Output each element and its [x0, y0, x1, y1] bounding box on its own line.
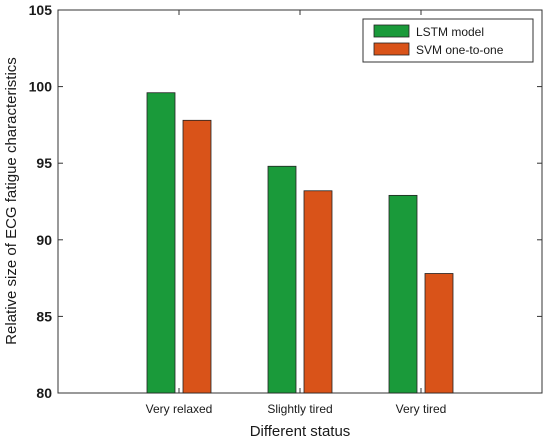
x-axis-title: Different status — [250, 423, 351, 440]
bar-svm — [303, 190, 333, 394]
bar-lstm — [146, 92, 176, 394]
bar-svm — [182, 119, 212, 394]
y-tick-label: 80 — [36, 385, 52, 401]
bar-lstm — [388, 194, 418, 394]
bar-lstm — [267, 165, 297, 394]
x-axis: Very relaxed Slightly tired Very tired — [146, 10, 447, 416]
x-tick-label: Very tired — [396, 402, 447, 416]
legend: LSTM model SVM one-to-one — [362, 18, 534, 63]
y-tick-label: 85 — [36, 308, 52, 324]
bars-group — [146, 92, 454, 394]
y-axis-title: Relative size of ECG fatigue characteris… — [3, 57, 20, 345]
x-tick-label: Very relaxed — [146, 402, 213, 416]
legend-swatch-lstm — [373, 24, 410, 38]
bar-svm — [424, 273, 454, 394]
legend-label-lstm: LSTM model — [416, 25, 484, 39]
x-tick-label: Slightly tired — [267, 402, 332, 416]
y-tick-label: 95 — [36, 155, 52, 171]
plot-area — [57, 9, 543, 394]
legend-label-svm: SVM one-to-one — [416, 43, 504, 57]
y-tick-label: 90 — [36, 232, 52, 248]
legend-swatch-svm — [373, 42, 410, 56]
y-tick-label: 100 — [29, 79, 53, 95]
y-tick-label: 105 — [29, 2, 53, 18]
y-axis: 80 85 90 95 100 105 — [29, 2, 542, 401]
